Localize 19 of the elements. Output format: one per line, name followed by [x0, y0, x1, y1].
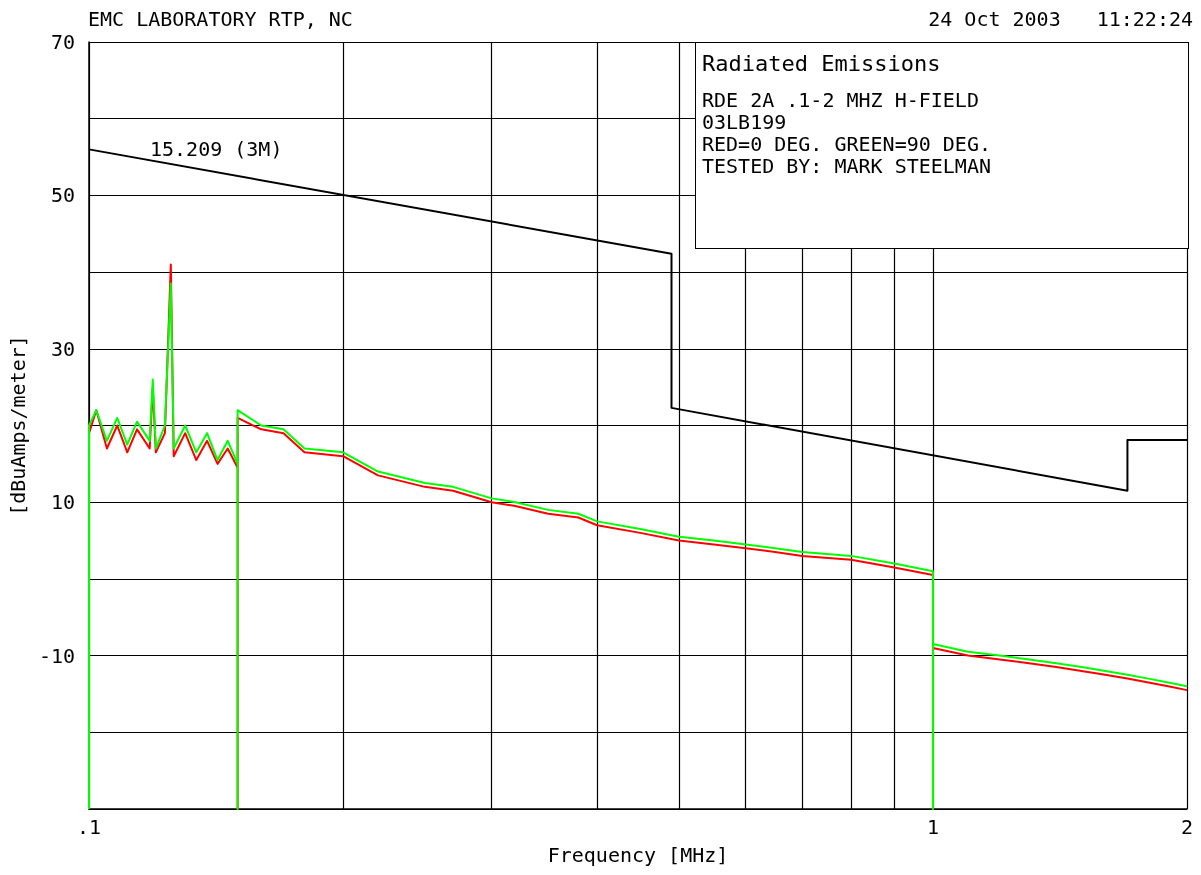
annotation: 03LB199 [702, 110, 788, 134]
x-tick-label: .1 [76, 815, 102, 839]
annotation: RED=0 DEG. GREEN=90 DEG. [702, 132, 992, 156]
y-tick-label: 10 [50, 490, 76, 515]
text: 24 Oct 2003 [928, 7, 1061, 31]
annotation: RDE 2A .1-2 MHZ H-FIELD [702, 88, 980, 112]
annotation: 15.209 (3M) [150, 137, 283, 161]
chart-subtitle: EMC LABORATORY RTP, NC [88, 7, 353, 31]
y-tick-label: 30 [50, 336, 76, 361]
text: 11:22:24 [1096, 7, 1193, 31]
y-tick-label: 70 [50, 30, 76, 54]
chart-title: Radiated Emissions [702, 51, 942, 76]
y-tick-label: 50 [50, 183, 76, 208]
x-tick-label: 2 [1180, 815, 1194, 839]
annotation: TESTED BY: MARK STEELMAN [702, 154, 992, 178]
x-tick-label: 1 [926, 815, 939, 839]
x-axis-title: Frequency [MHz] [547, 843, 729, 867]
y-tick-label: -10 [38, 643, 76, 668]
y-axis-title: [dBuAmps/meter] [6, 335, 30, 516]
